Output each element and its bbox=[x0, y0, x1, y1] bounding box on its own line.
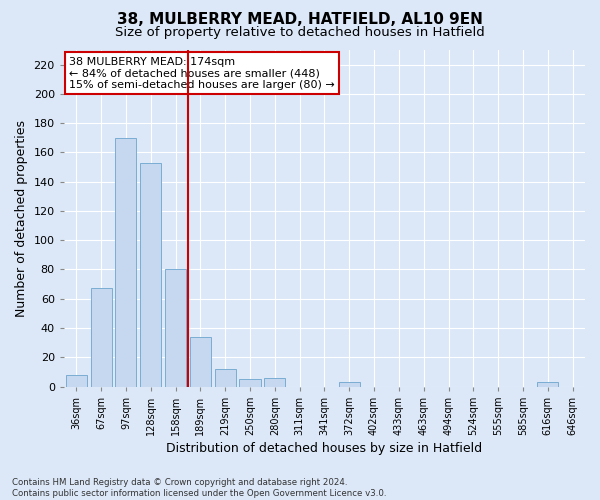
Bar bbox=[65, 375, 87, 386]
Bar bbox=[215, 369, 236, 386]
Text: Contains HM Land Registry data © Crown copyright and database right 2024.
Contai: Contains HM Land Registry data © Crown c… bbox=[12, 478, 386, 498]
Bar bbox=[338, 382, 360, 386]
Bar bbox=[91, 288, 112, 386]
Y-axis label: Number of detached properties: Number of detached properties bbox=[15, 120, 28, 317]
X-axis label: Distribution of detached houses by size in Hatfield: Distribution of detached houses by size … bbox=[166, 442, 482, 455]
Bar bbox=[264, 378, 286, 386]
Bar bbox=[140, 162, 161, 386]
Text: 38, MULBERRY MEAD, HATFIELD, AL10 9EN: 38, MULBERRY MEAD, HATFIELD, AL10 9EN bbox=[117, 12, 483, 28]
Bar bbox=[115, 138, 136, 386]
Bar bbox=[537, 382, 559, 386]
Bar bbox=[165, 270, 186, 386]
Text: Size of property relative to detached houses in Hatfield: Size of property relative to detached ho… bbox=[115, 26, 485, 39]
Text: 38 MULBERRY MEAD: 174sqm
← 84% of detached houses are smaller (448)
15% of semi-: 38 MULBERRY MEAD: 174sqm ← 84% of detach… bbox=[69, 56, 335, 90]
Bar bbox=[190, 337, 211, 386]
Bar bbox=[239, 379, 260, 386]
